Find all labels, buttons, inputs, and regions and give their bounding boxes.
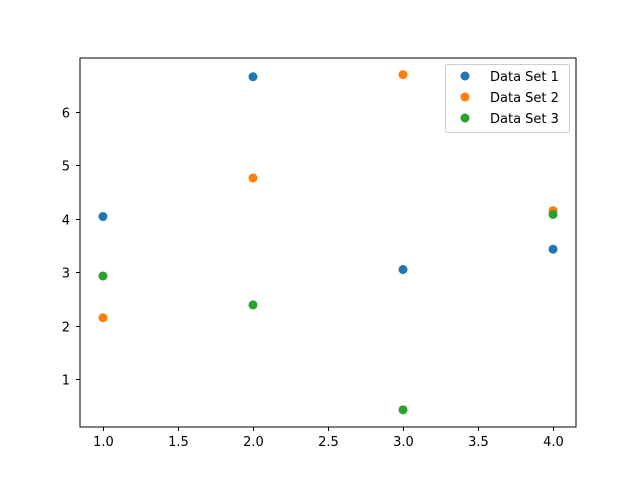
y-tick-label: 6 <box>62 107 70 122</box>
data-point <box>248 173 258 183</box>
legend-marker <box>460 113 470 123</box>
y-tick-label: 1 <box>62 374 70 389</box>
x-tick-label: 2.0 <box>243 435 264 450</box>
y-axis: 1 2 3 4 5 6 <box>62 107 80 389</box>
x-tick-label: 3.0 <box>393 435 414 450</box>
y-tick-label: 2 <box>62 321 70 336</box>
legend-marker <box>460 92 470 102</box>
data-point <box>398 265 408 275</box>
x-tick-label: 4.0 <box>543 435 564 450</box>
x-tick-label: 1.5 <box>168 435 189 450</box>
legend-box <box>445 64 570 133</box>
data-point <box>398 70 408 80</box>
y-tick-label: 5 <box>62 160 70 175</box>
data-point <box>548 244 558 254</box>
legend-label: Data Set 3 <box>490 112 559 127</box>
legend-label: Data Set 1 <box>490 70 559 85</box>
x-tick-label: 2.5 <box>318 435 339 450</box>
data-point <box>548 209 558 219</box>
data-point <box>398 405 408 415</box>
y-tick-label: 3 <box>62 267 70 282</box>
x-tick-label: 3.5 <box>468 435 489 450</box>
data-point <box>98 212 108 222</box>
data-point <box>248 72 258 82</box>
legend: Data Set 1 Data Set 2 Data Set 3 <box>445 64 570 133</box>
legend-label: Data Set 2 <box>490 91 559 106</box>
data-point <box>248 300 258 310</box>
data-points <box>98 70 558 415</box>
y-tick-label: 4 <box>62 214 70 229</box>
data-point <box>98 271 108 281</box>
legend-marker <box>460 71 470 81</box>
x-axis: 1.0 1.5 2.0 2.5 3.0 3.5 4.0 <box>93 427 564 450</box>
data-point <box>98 313 108 323</box>
x-tick-label: 1.0 <box>93 435 114 450</box>
